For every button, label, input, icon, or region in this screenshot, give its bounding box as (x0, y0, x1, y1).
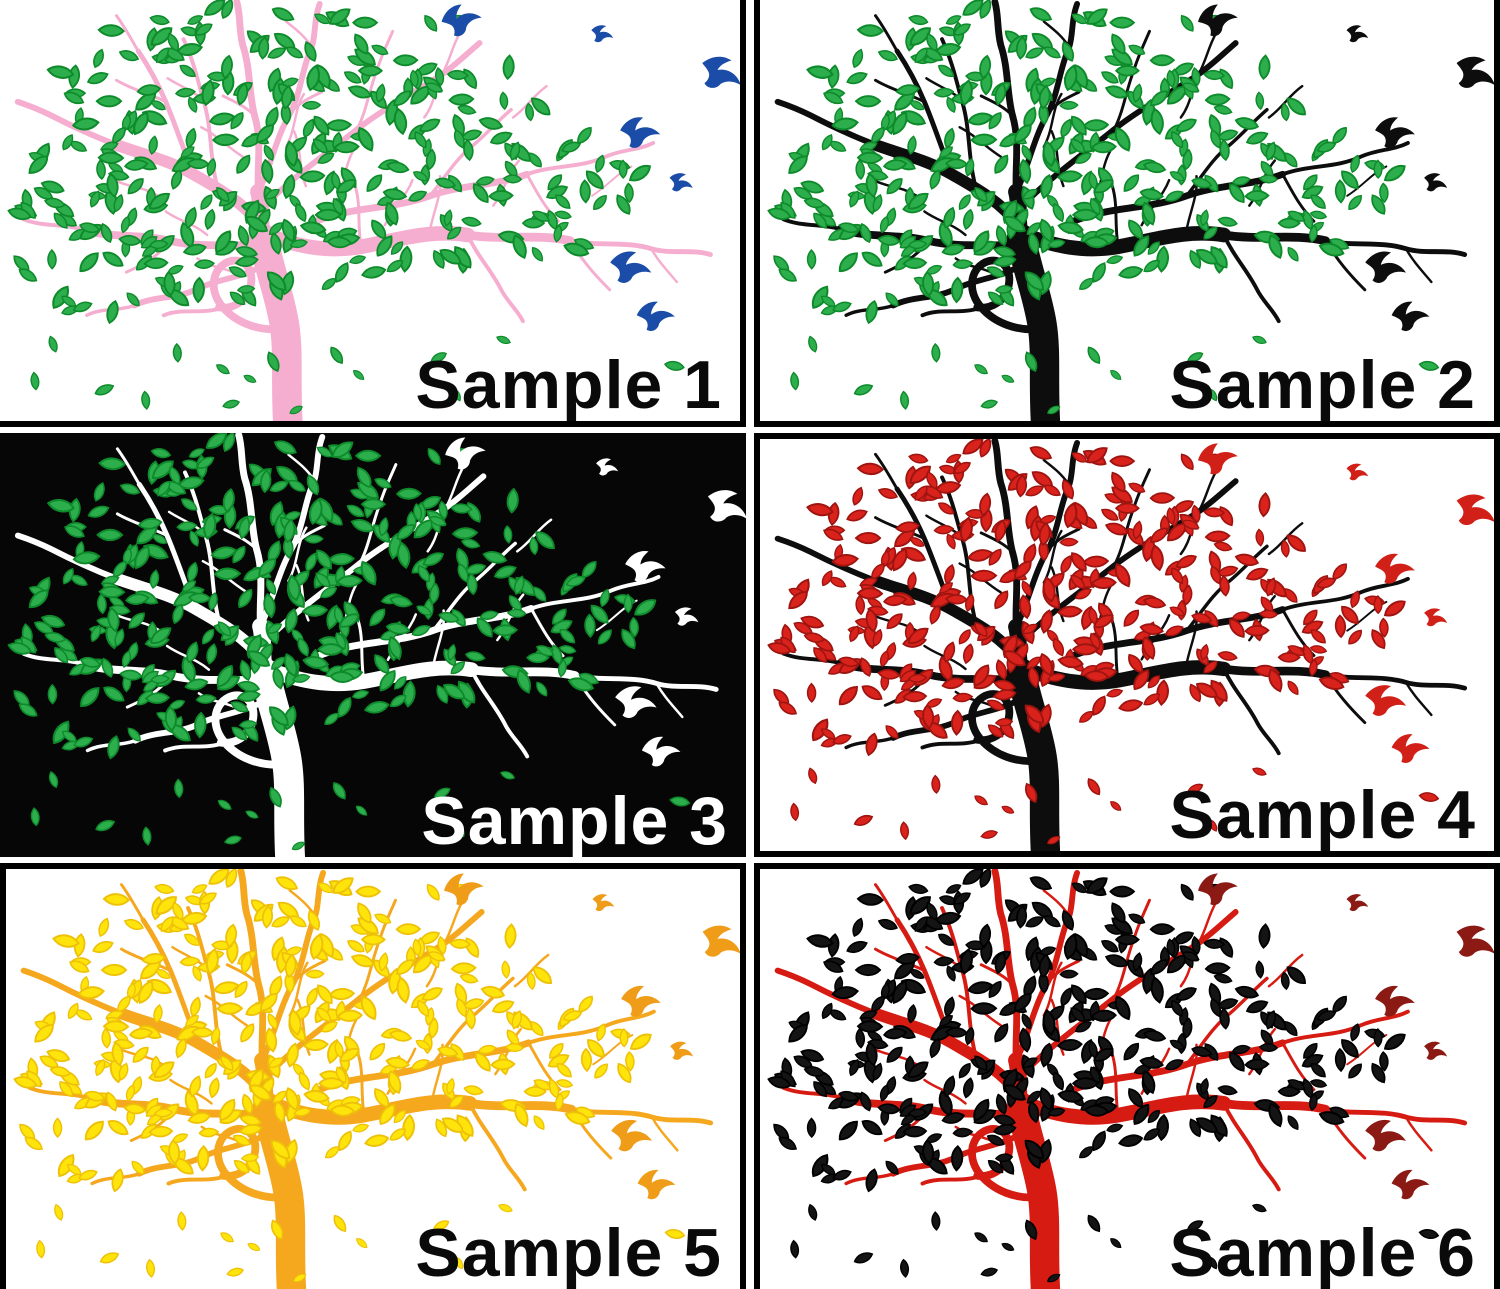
bird-icon (1365, 685, 1407, 716)
birds-group (445, 437, 746, 767)
birds-group (1198, 4, 1494, 332)
bird-icon (1424, 1041, 1448, 1060)
bird-icon (1365, 251, 1407, 283)
tree-illustration (6, 869, 740, 1289)
sample-panel-5: Sample 5 (0, 860, 750, 1289)
leaves-group (767, 0, 1440, 415)
bird-icon (1346, 463, 1369, 481)
sample-panel-4: Sample 4 (750, 430, 1500, 860)
bird-icon (1375, 553, 1415, 584)
bird-icon (620, 117, 661, 148)
sample-panel-2: Sample 2 (750, 0, 1500, 430)
bird-icon (708, 490, 746, 522)
bird-icon (615, 686, 657, 718)
bird-icon (669, 173, 693, 192)
bird-icon (641, 736, 681, 767)
tree-illustration (760, 0, 1494, 421)
bird-icon (637, 1169, 676, 1200)
bird-icon (1456, 925, 1494, 957)
bird-icon (591, 25, 614, 43)
leaves-group (7, 0, 685, 415)
tree-illustration (760, 439, 1494, 851)
bird-icon (1391, 301, 1430, 332)
bird-icon (1424, 608, 1448, 627)
bird-icon (1391, 734, 1430, 763)
bird-icon (1198, 4, 1238, 37)
birds-group (1198, 873, 1494, 1200)
birds-group (444, 873, 740, 1200)
sample-panel-1: Sample 1 (0, 0, 750, 430)
bird-icon (1346, 25, 1369, 43)
bird-icon (1456, 494, 1494, 526)
birds-group (1198, 443, 1494, 763)
bird-icon (1198, 873, 1238, 906)
leaves-group (7, 433, 691, 851)
bird-icon (1375, 985, 1415, 1017)
bird-icon (702, 56, 740, 88)
sample-label: Sample 2 (1169, 347, 1476, 423)
bird-icon (592, 894, 615, 912)
bird-icon (1375, 117, 1415, 148)
sample-panel-6: Sample 6 (750, 860, 1500, 1289)
sample-frame: Sample 2 (754, 0, 1500, 427)
sample-frame: Sample 6 (754, 863, 1500, 1289)
tree-illustration (0, 0, 740, 421)
sample-label: Sample 4 (1169, 777, 1476, 853)
sample-label: Sample 3 (421, 783, 728, 857)
bird-icon (1198, 443, 1238, 475)
bird-icon (670, 1041, 694, 1060)
bird-icon (444, 873, 484, 906)
tree-illustration (760, 869, 1494, 1289)
bird-icon (702, 925, 740, 957)
bird-icon (596, 458, 619, 476)
bird-icon (610, 251, 652, 283)
bird-icon (1456, 56, 1494, 88)
sample-frame: Sample 3 (0, 433, 746, 857)
leaves-group (767, 439, 1440, 845)
bird-icon (674, 607, 699, 626)
sample-label: Sample 6 (1169, 1215, 1476, 1289)
sample-frame: Sample 4 (754, 433, 1500, 857)
bird-icon (441, 4, 482, 37)
bird-icon (445, 437, 486, 470)
bird-icon (1346, 894, 1369, 912)
bird-icon (625, 551, 666, 582)
birds-group (441, 4, 740, 332)
bird-icon (636, 301, 675, 332)
bird-icon (1365, 1119, 1407, 1152)
bird-icon (621, 985, 661, 1017)
leaves-group (13, 869, 686, 1283)
bird-icon (1424, 173, 1448, 192)
sample-frame: Sample 1 (0, 0, 746, 427)
leaves-group (767, 869, 1440, 1283)
tree-illustration (0, 433, 746, 857)
sample-panel-3: Sample 3 (0, 430, 750, 860)
bird-icon (1391, 1169, 1430, 1200)
sample-frame: Sample 5 (0, 863, 746, 1289)
sample-label: Sample 5 (415, 1215, 722, 1289)
sample-label: Sample 1 (415, 347, 722, 423)
bird-icon (611, 1119, 653, 1152)
